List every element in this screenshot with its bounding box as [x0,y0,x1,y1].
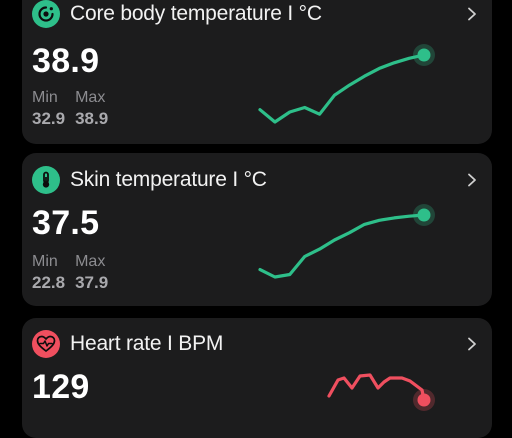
heart-rate-sparkline [327,373,435,411]
max-value: 37.9 [75,273,109,292]
min-label: Min [32,89,58,106]
min-value: 22.8 [32,273,66,292]
current-value: 129 [32,368,90,406]
max-label: Max [75,253,106,270]
min-max-summary: Min Max 32.9 38.9 [32,89,108,129]
heart-rate-card[interactable]: Heart rate I BPM 129 [22,318,492,438]
card-header: Heart rate I BPM [32,329,480,359]
skin-temperature-sparkline [258,204,435,279]
current-value: 38.9 [32,42,100,80]
chevron-right-icon[interactable] [464,172,480,188]
sparkline-path [258,213,426,279]
core-temperature-sparkline [258,44,435,124]
chevron-right-icon[interactable] [464,6,480,22]
chevron-right-icon[interactable] [464,336,480,352]
skin-temperature-card[interactable]: Skin temperature I °C 37.5 Min Max 22.8 … [22,153,492,306]
min-max-summary: Min Max 22.8 37.9 [32,253,108,293]
card-title: Core body temperature I °C [70,2,322,25]
thermometer-icon [32,166,60,194]
min-label: Min [32,253,58,270]
heartbeat-icon [32,330,60,358]
sparkline-endpoint [417,208,431,222]
core-temperature-card[interactable]: Core body temperature I °C 38.9 Min Max … [22,0,492,144]
thermometer-circle-icon [32,0,60,28]
sparkline-endpoint [417,48,431,62]
card-title: Skin temperature I °C [70,168,267,191]
max-label: Max [75,89,106,106]
max-value: 38.9 [75,109,109,128]
min-value: 32.9 [32,109,66,128]
current-value: 37.5 [32,204,100,242]
sparkline-path [258,53,426,124]
card-header: Core body temperature I °C [32,0,480,29]
card-header: Skin temperature I °C [32,165,480,195]
card-title: Heart rate I BPM [70,332,224,355]
